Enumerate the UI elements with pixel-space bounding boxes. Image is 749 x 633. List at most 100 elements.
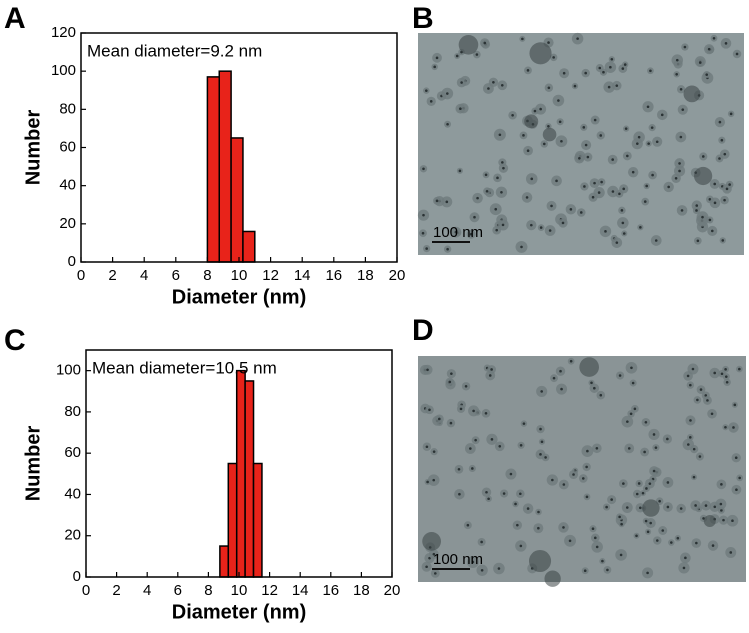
x-tick-label: 16 — [322, 582, 339, 599]
particle-core — [620, 522, 623, 526]
particle-core — [618, 515, 621, 519]
particle-core — [519, 444, 523, 447]
particle-core — [645, 487, 648, 490]
particle-core — [578, 156, 581, 160]
stain — [542, 127, 557, 142]
particle-core — [561, 221, 565, 225]
particle-core — [660, 113, 664, 117]
particle-core — [540, 440, 544, 444]
particle-core — [679, 88, 683, 91]
tem-image — [418, 33, 744, 255]
scale-bar-label: 100 nm — [433, 551, 483, 568]
particle-core — [711, 544, 715, 547]
particle-core — [552, 376, 556, 380]
particle-core — [550, 204, 553, 208]
particle-core — [539, 226, 543, 229]
y-tick-label: 0 — [73, 568, 81, 585]
x-tick-label: 20 — [389, 267, 406, 284]
particle-core — [682, 566, 686, 570]
particle-core — [425, 247, 428, 250]
particle-core — [598, 66, 602, 70]
particle-core — [562, 483, 566, 486]
particle-core — [475, 53, 479, 56]
particle-core — [471, 467, 474, 470]
stain — [544, 570, 561, 587]
particle-core — [576, 37, 579, 40]
bar — [242, 230, 256, 263]
particle-core — [675, 58, 679, 62]
particle-core — [533, 109, 537, 113]
particle-core — [712, 36, 716, 40]
particle-core — [519, 544, 523, 548]
particle-core — [558, 120, 562, 124]
particle-core — [425, 445, 429, 449]
particle-core — [432, 552, 436, 556]
stain — [642, 499, 660, 517]
x-tick-label: 0 — [82, 582, 90, 599]
particle-core — [433, 65, 436, 69]
particle-core — [488, 374, 492, 377]
particle-core — [679, 135, 683, 139]
particle-core — [583, 569, 587, 572]
stain — [683, 85, 701, 103]
particle-core — [615, 241, 619, 244]
particle-core — [583, 185, 586, 188]
particle-core — [633, 407, 637, 411]
particle-core — [547, 124, 550, 128]
particle-core — [579, 211, 583, 214]
particle-core — [645, 184, 648, 188]
particle-core — [602, 70, 605, 74]
particle-core — [649, 521, 652, 525]
particle-core — [446, 247, 449, 251]
particle-core — [723, 198, 726, 202]
particle-core — [615, 84, 619, 87]
y-tick-label: 20 — [64, 527, 81, 544]
particle-core — [713, 182, 717, 186]
particle-core — [435, 56, 439, 60]
x-axis-label: Diameter (nm) — [172, 601, 306, 623]
bar — [244, 380, 255, 578]
particle-core — [655, 140, 659, 144]
particle-core — [637, 482, 641, 485]
particle-core — [695, 541, 698, 545]
particle-core — [636, 142, 639, 145]
particle-core — [635, 534, 638, 538]
particle-core — [547, 86, 551, 90]
particle-core — [501, 223, 505, 227]
particle-core — [611, 190, 615, 193]
particle-core — [458, 492, 461, 496]
y-tick-label: 100 — [51, 62, 76, 79]
stain — [694, 166, 713, 186]
particle-core — [459, 107, 462, 110]
x-tick-label: 8 — [204, 582, 212, 599]
particle-core — [569, 359, 573, 363]
particle-core — [610, 57, 614, 61]
particle-core — [434, 572, 437, 575]
particle-core — [643, 200, 647, 203]
particle-core — [485, 189, 489, 193]
x-tick-label: 2 — [112, 582, 120, 599]
particle-core — [484, 173, 488, 177]
particle-core — [692, 447, 696, 451]
x-tick-label: 4 — [143, 582, 151, 599]
particle-core — [472, 409, 475, 413]
particle-core — [696, 239, 700, 243]
particle-core — [539, 107, 542, 111]
particle-core — [490, 438, 494, 441]
particle-core — [562, 526, 565, 529]
particle-core — [446, 122, 449, 126]
particle-core — [637, 135, 641, 139]
particle-core — [666, 505, 670, 509]
particle-core — [525, 196, 529, 199]
particle-core — [694, 504, 697, 507]
particle-core — [622, 482, 625, 485]
annotation: Mean diameter=10.5 nm — [92, 358, 277, 377]
particle-core — [422, 213, 425, 217]
particle-core — [728, 183, 731, 186]
bar — [252, 462, 263, 578]
particle-core — [713, 505, 717, 509]
particle-core — [445, 200, 449, 204]
particle-core — [599, 134, 603, 137]
particle-core — [681, 108, 685, 111]
particle-core — [469, 447, 472, 450]
